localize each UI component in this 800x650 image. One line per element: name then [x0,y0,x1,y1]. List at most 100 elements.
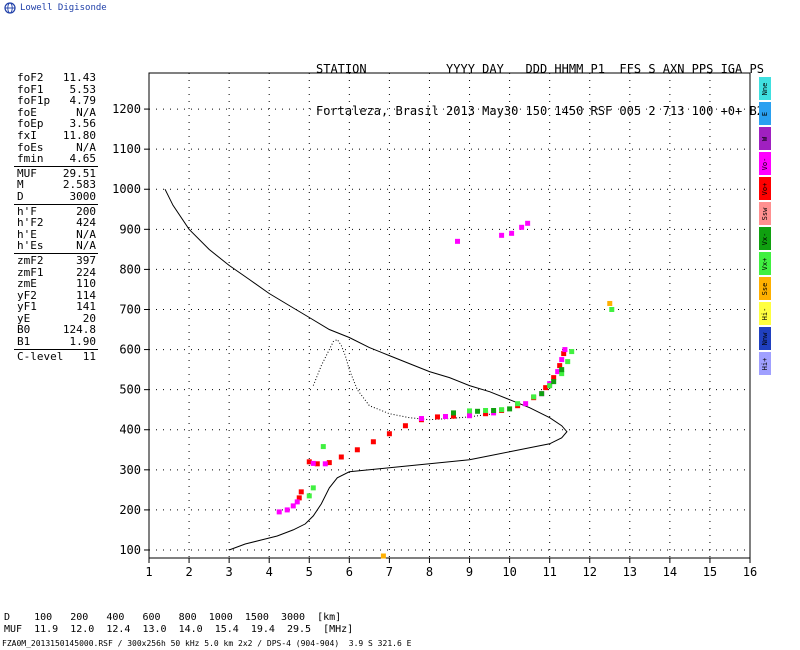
echo-point [561,351,567,357]
y-tick-label: 500 [119,383,141,397]
param-value: 200 [76,204,96,218]
globe-icon [4,2,16,14]
echo-point [515,401,521,407]
echo-point [402,423,408,429]
y-tick-label: 800 [119,262,141,276]
echo-point [467,408,473,414]
param-value: 5.53 [69,82,97,96]
param-row: foEs N/A [0,140,100,154]
param-value: 124.8 [62,323,96,337]
echo-point [523,401,529,407]
legend-swatch: Nnw [759,327,771,350]
param-label: D [17,189,24,203]
legend-label: Hi- [761,307,769,320]
legend-swatch: Hi+ [759,352,771,375]
x-tick-label: 9 [466,565,473,579]
legend-swatch: Nne [759,77,771,100]
polarization-legend: Nne E W Vo- Vo+ Ssw Vx- Vx+ Sse Hi- Nnw Hi+ [759,77,771,377]
x-tick-label: 11 [542,565,556,579]
param-value: 20 [82,311,96,325]
x-tick-label: 7 [386,565,393,579]
echo-point [284,507,290,513]
echo-point [326,460,332,466]
x-tick-label: 3 [226,565,233,579]
legend-label: Nne [761,82,769,95]
param-row: fmin 4.65 [0,153,100,165]
param-row: D 3000 [0,191,100,203]
echo-point [386,431,392,437]
echo-point [296,495,302,501]
echo-point [555,369,561,375]
y-tick-label: 1100 [112,142,141,156]
echo-point [509,230,515,236]
y-tick-label: 300 [119,463,141,477]
x-tick-label: 6 [346,565,353,579]
echo-point [569,349,575,355]
echo-point [559,371,565,377]
param-value: 11 [82,349,96,363]
y-tick-label: 1200 [112,102,141,116]
legend-swatch: Vo- [759,152,771,175]
legend-label: Vo- [761,157,769,170]
x-tick-label: 2 [185,565,192,579]
param-label: yF2 [17,288,37,302]
y-tick-label: 900 [119,222,141,236]
y-tick-label: 1000 [112,182,141,196]
param-value: N/A [76,140,96,154]
param-value: 11.80 [62,128,96,142]
x-tick-label: 13 [623,565,637,579]
param-row: zmE 110 [0,278,100,290]
y-tick-label: 200 [119,503,141,517]
echo-point [467,413,473,419]
param-value: 4.79 [69,94,97,108]
x-tick-label: 10 [502,565,516,579]
echo-point [442,414,448,420]
legend-swatch: E [759,102,771,125]
echo-point [306,459,312,465]
param-value: 3.56 [69,117,97,131]
electron-density-profile-line [164,188,568,551]
legend-label: Hi+ [761,357,769,370]
param-separator [14,348,98,350]
param-label: foE [17,105,37,119]
param-value: N/A [76,105,96,119]
param-row: foF2 11.43 [0,72,100,84]
echo-point [320,444,326,450]
x-tick-label: 1 [145,565,152,579]
param-row: foF1p 4.79 [0,95,100,107]
param-label: foF1 [17,82,44,96]
param-value: 141 [76,300,96,314]
echo-point [290,503,296,509]
echo-point [539,391,545,397]
echo-point [370,439,376,445]
param-row: foF1 5.53 [0,82,100,96]
echo-point [519,224,525,230]
legend-label: Vo+ [761,182,769,195]
legend-swatch: Hi- [759,302,771,325]
echo-point [338,454,344,460]
y-tick-label: 100 [119,543,141,557]
param-label: fmin [17,152,44,166]
param-label: yE [17,311,31,325]
param-value: 3000 [69,189,97,203]
legend-label: E [761,111,769,116]
param-value: N/A [76,227,96,241]
param-label: foF2 [17,71,44,84]
echo-point [314,461,320,467]
legend-label: W [761,136,769,141]
param-label: zmE [17,277,37,291]
param-row: yF1 141 [0,301,100,313]
echo-point [354,447,360,453]
echo-point [475,408,481,414]
legend-swatch: Vx+ [759,252,771,275]
param-label: B0 [17,323,31,337]
param-label: foEp [17,117,44,131]
param-row: h'F2 424 [0,217,100,229]
echo-point [310,460,316,466]
x-tick-label: 16 [743,565,757,579]
param-label: h'F [17,204,37,218]
echo-point [609,306,615,312]
muf-distance-row: D 100 200 400 600 800 1000 1500 3000 [km… [4,612,342,623]
param-label: B1 [17,335,31,349]
param-label: foEs [17,140,44,154]
